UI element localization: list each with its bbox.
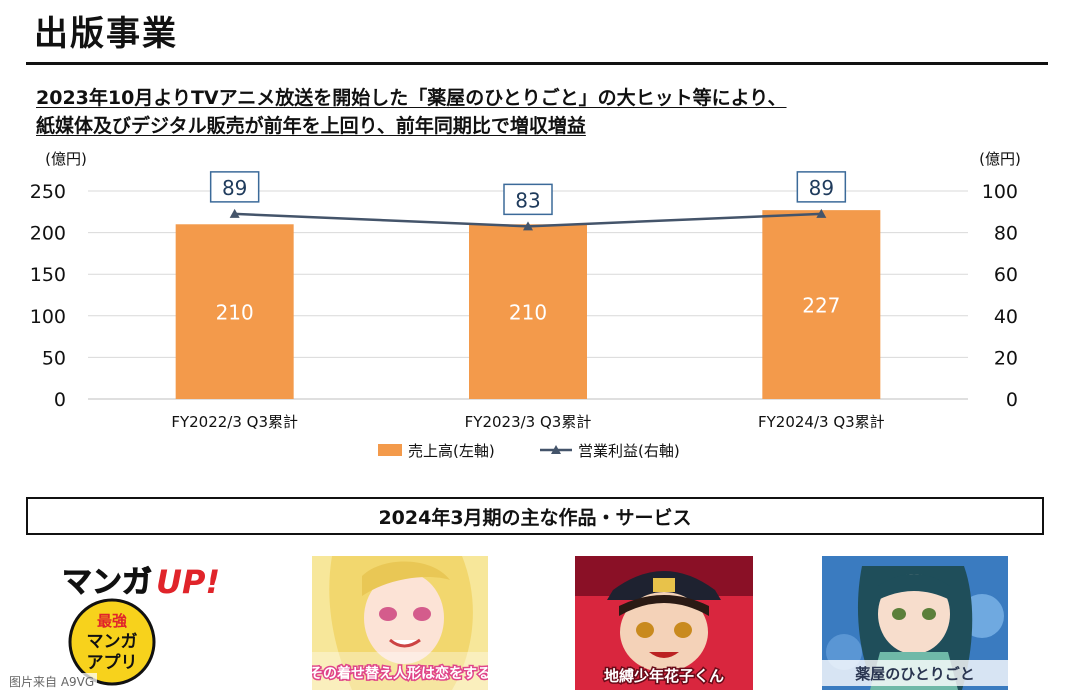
logo-badge-line-1: 最強 bbox=[97, 612, 127, 630]
right-axis-tick-label: 0 bbox=[1006, 389, 1018, 411]
line-value-label: 83 bbox=[515, 188, 540, 212]
right-axis-tick-label: 80 bbox=[994, 223, 1018, 245]
line-value-label-box bbox=[796, 171, 847, 203]
image-source-credit: 图片来自 A9VG bbox=[6, 673, 98, 690]
line-value-label-box bbox=[503, 183, 553, 216]
title-divider bbox=[26, 62, 1048, 65]
manga-up-logo: マンガ UP! 最強 マンガ アプリ bbox=[62, 563, 220, 686]
legend-profit-marker bbox=[551, 445, 561, 454]
category-label: FY2022/3 Q3累計 bbox=[171, 413, 298, 431]
left-axis-tick-label: 150 bbox=[30, 264, 66, 286]
bar-sales bbox=[175, 224, 294, 399]
cover-face bbox=[364, 572, 444, 664]
cover-eye-left bbox=[892, 608, 906, 620]
left-axis-tick-label: 250 bbox=[30, 181, 66, 203]
headline-line-2: 紙媒体及びデジタル販売が前年を上回り、前年同期比で増収増益 bbox=[36, 115, 586, 137]
cover-face bbox=[878, 574, 950, 654]
legend-profit-label: 営業利益(右軸) bbox=[578, 442, 680, 460]
cover-face bbox=[620, 592, 708, 672]
cover-eye-right bbox=[413, 607, 431, 621]
category-label: FY2023/3 Q3累計 bbox=[465, 413, 592, 431]
right-axis-unit: (億円) bbox=[979, 150, 1021, 168]
left-axis-tick-label: 0 bbox=[54, 389, 66, 411]
cover-eye-right bbox=[922, 608, 936, 620]
right-axis-tick-label: 20 bbox=[994, 347, 1018, 369]
left-axis-tick-label: 100 bbox=[30, 306, 66, 328]
line-marker bbox=[816, 208, 827, 218]
legend-sales-label: 売上高(左軸) bbox=[408, 442, 495, 460]
cover-eye-right bbox=[674, 622, 692, 638]
line-marker bbox=[523, 221, 533, 231]
kusuriya-cover: 薬屋のひとりごと bbox=[822, 556, 1008, 690]
headline-line-1: 2023年10月よりTVアニメ放送を開始した「薬屋のひとりごと」の大ヒット等によ… bbox=[36, 87, 787, 109]
legend-sales-swatch bbox=[378, 444, 402, 456]
bar-sales bbox=[469, 224, 587, 399]
bar-value-label: 210 bbox=[509, 301, 547, 325]
cover-caption: 地縛少年花子くん bbox=[604, 667, 724, 685]
line-value-label-box bbox=[209, 171, 260, 203]
right-axis-tick-label: 100 bbox=[982, 181, 1018, 203]
line-marker bbox=[229, 208, 240, 218]
line-value-label: 89 bbox=[809, 176, 834, 200]
bar-sales bbox=[762, 210, 881, 399]
services-heading: 2024年3月期の主な作品・サービス bbox=[378, 506, 692, 529]
logo-manga-text: マンガ bbox=[62, 565, 152, 600]
left-axis-tick-label: 200 bbox=[30, 223, 66, 245]
cover-eye-left bbox=[636, 622, 654, 638]
cover-caption: 薬屋のひとりごと bbox=[854, 665, 975, 683]
services-heading-box: 2024年3月期の主な作品・サービス bbox=[26, 497, 1044, 535]
category-label: FY2024/3 Q3累計 bbox=[758, 413, 885, 431]
sono-bisque-doll-cover: その着せ替え人形は恋をする bbox=[312, 556, 488, 690]
logo-badge-line-2: マンガ bbox=[87, 632, 138, 652]
jibaku-shounen-cover: 地縛少年花子くん bbox=[575, 556, 753, 690]
page-title: 出版事業 bbox=[34, 14, 178, 54]
cover-caption: その着せ替え人形は恋をする bbox=[312, 665, 488, 682]
bar-value-label: 227 bbox=[802, 294, 840, 318]
logo-badge-circle bbox=[68, 598, 156, 686]
left-axis-tick-label: 50 bbox=[42, 347, 66, 369]
cover-eye-left bbox=[379, 607, 397, 621]
bar-value-label: 210 bbox=[216, 301, 254, 325]
logo-up-text: UP! bbox=[156, 563, 220, 601]
sales-profit-chart: (億円) (億円) 0 50 100 150 200 250 0 20 40 60 80 100 210 21… bbox=[30, 150, 1021, 460]
logo-badge-line-3: アプリ bbox=[87, 652, 138, 673]
right-axis-tick-label: 40 bbox=[994, 306, 1018, 328]
line-value-label: 89 bbox=[222, 176, 247, 200]
right-axis-tick-label: 60 bbox=[994, 264, 1018, 286]
left-axis-unit: (億円) bbox=[45, 150, 87, 168]
